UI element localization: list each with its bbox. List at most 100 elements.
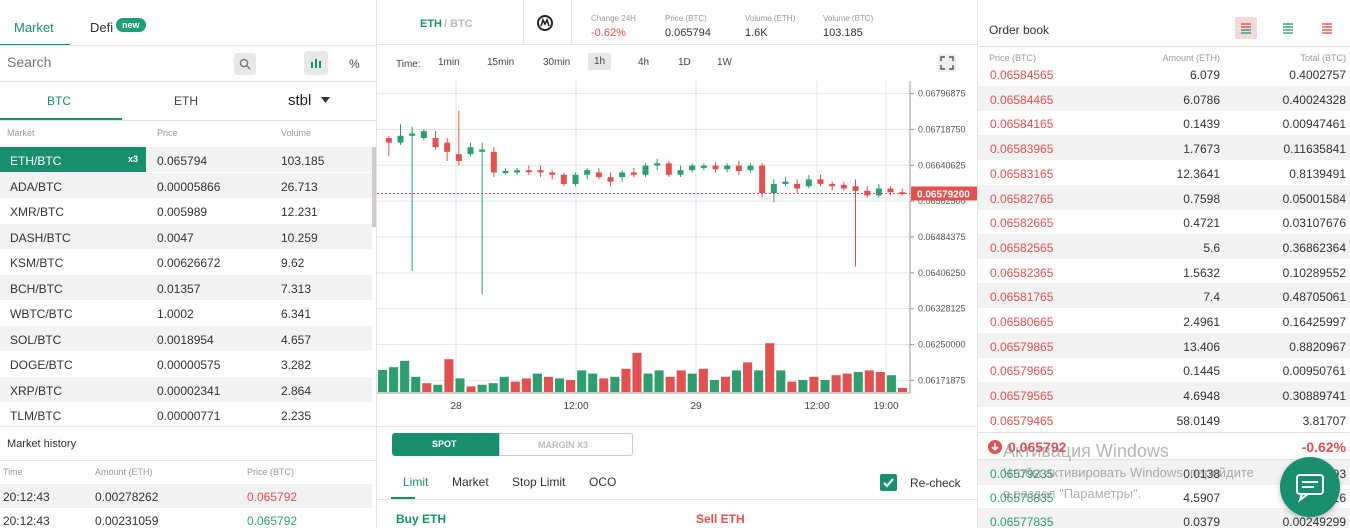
candle-body [584,170,591,175]
volume-bar [698,368,708,392]
ask-row[interactable]: 0.06580665 2.4961 0.16425997 [978,308,1350,333]
ob-price-header: Price (BTC) [989,53,1036,63]
ask-row[interactable]: 0.06584565 6.079 0.4002757 [978,61,1350,86]
volume-btc-label: Volume (BTC) [823,14,874,23]
market-row[interactable]: WBTC/BTC 1.0002 6.341 [0,300,372,325]
volume-bar [632,352,642,392]
candle-body [689,165,696,171]
percent-view-button[interactable]: % [349,57,360,71]
market-volume: 26.713 [281,179,318,194]
ob-amount-header: Amount (ETH) [1162,53,1220,63]
market-price: 0.0018954 [157,332,214,347]
ask-row[interactable]: 0.06582365 1.5632 0.10289552 [978,259,1350,284]
orderbook-view-asks-button[interactable] [1316,17,1338,39]
candle-body [432,138,439,148]
ask-row[interactable]: 0.06579865 13.406 0.8820967 [978,332,1350,358]
interval-4h-button[interactable]: 4h [638,57,650,68]
market-row[interactable]: x3 ETH/BTC 0.065794 103.185 [0,147,372,172]
margin-mode-button[interactable]: MARGIN X3 [499,433,633,456]
market-pair: WBTC/BTC [10,307,73,321]
market-row[interactable]: SOL/BTC 0.0018954 4.657 [0,325,372,351]
quote-tab-btc[interactable]: BTC [0,82,122,120]
price-column-header: Price [157,128,178,138]
volume-bar [566,380,576,392]
ask-amount: 2.4961 [1183,315,1220,329]
candle-body [864,190,871,196]
y-tick-label: 0.06328125 [918,304,966,314]
market-list-scrollbar[interactable] [372,147,376,227]
ask-row[interactable]: 0.06582565 5.6 0.36862364 [978,233,1350,259]
ask-row[interactable]: 0.06582765 0.7598 0.05001584 [978,184,1350,210]
recheck-checkbox[interactable] [880,474,897,491]
defi-tab[interactable]: Defi new [80,8,150,46]
chart-view-button[interactable] [304,51,328,75]
chat-button[interactable] [1280,457,1340,517]
candle-body [794,183,801,189]
ask-row[interactable]: 0.06584465 6.0786 0.40024328 [978,85,1350,111]
buy-eth-label: Buy ETH [396,512,447,526]
market-volume: 4.657 [281,332,312,347]
quote-tab-stbl[interactable]: stbl [250,82,372,120]
market-pair: KSM/BTC [10,256,64,270]
ask-amount: 7.4 [1203,290,1220,305]
ask-row[interactable]: 0.06579665 0.1445 0.00950761 [978,357,1350,382]
bid-row[interactable]: 0.06577835 0.0379 0.00249299 [978,508,1350,528]
ask-row[interactable]: 0.06579565 4.6948 0.30889741 [978,382,1350,408]
order-type-tab-market[interactable]: Market [440,466,489,499]
interval-15min-button[interactable]: 15min [487,57,515,68]
volume-bar [687,373,697,392]
market-row[interactable]: XRP/BTC 0.00002341 2.864 [0,376,372,402]
market-pair: ETH/BTC [10,154,62,168]
market-price: 1.0002 [157,307,194,321]
spot-mode-button[interactable]: SPOT [392,433,499,456]
interval-1W-button[interactable]: 1W [717,57,732,68]
order-type-tab-oco[interactable]: OCO [577,466,616,499]
interval-1min-button[interactable]: 1min [438,57,460,68]
ask-row[interactable]: 0.06583165 12.3641 0.8139491 [978,160,1350,185]
ask-row[interactable]: 0.06583965 1.7673 0.11635841 [978,135,1350,161]
market-row[interactable]: DOGE/BTC 0.00000575 3.282 [0,351,372,376]
orderbook-view-both-button[interactable] [1235,17,1257,39]
price-chart[interactable]: 0.06796875 0.06718750 0.06640625 0.06562500… [377,81,977,416]
history-price-header: Price (BTC) [247,467,294,477]
search-button[interactable] [234,53,256,75]
market-price: 0.00000771 [157,409,221,423]
candle-body [665,163,672,175]
market-row[interactable]: XMR/BTC 0.005989 12.231 [0,198,372,223]
interval-1h-button[interactable]: 1h [588,53,612,70]
candle-body [595,172,602,178]
ask-row[interactable]: 0.06584165 0.1439 0.00947461 [978,110,1350,135]
fullscreen-button[interactable] [938,54,956,72]
ask-row[interactable]: 0.06579465 58.0149 3.81707 [978,407,1350,431]
ob-last-change: -0.62% [1301,439,1346,455]
selected-market-highlight: x3 [0,147,146,172]
ask-row[interactable]: 0.06582665 0.4721 0.03107676 [978,209,1350,234]
quote-tab-eth-label: ETH [174,94,198,108]
market-row[interactable]: KSM/BTC 0.00626672 9.62 [0,249,372,274]
market-price: 0.00005866 [157,179,221,194]
candle-body [829,183,836,187]
market-row[interactable]: BCH/BTC 0.01357 7.313 [0,274,372,300]
search-input[interactable] [7,51,227,73]
market-row[interactable]: DASH/BTC 0.0047 10.259 [0,223,372,249]
quote-tab-eth[interactable]: ETH [122,82,244,120]
market-volume: 3.282 [281,358,312,372]
market-row[interactable]: ADA/BTC 0.00005866 26.713 [0,172,372,198]
orderbook-view-bids-button[interactable] [1277,17,1299,39]
market-pair: BCH/BTC [10,281,63,296]
interval-30min-button[interactable]: 30min [543,57,571,68]
market-tab[interactable]: Market [0,8,70,46]
volume-bar [577,370,587,392]
order-type-tab-stop-limit[interactable]: Stop Limit [500,466,565,499]
order-type-tab-limit[interactable]: Limit [391,466,428,499]
market-volume: 12.231 [281,205,318,219]
orderbook-both-icon [1241,23,1251,34]
ask-total: 0.10289552 [1282,265,1346,280]
interval-1D-button[interactable]: 1D [678,57,691,68]
ask-row[interactable]: 0.06581765 7.4 0.48705061 [978,283,1350,309]
market-row[interactable]: TLM/BTC 0.00000771 2.235 [0,402,372,425]
candle-body [525,170,532,173]
market-column-header: Market [7,128,35,138]
volume-bar [555,378,565,392]
